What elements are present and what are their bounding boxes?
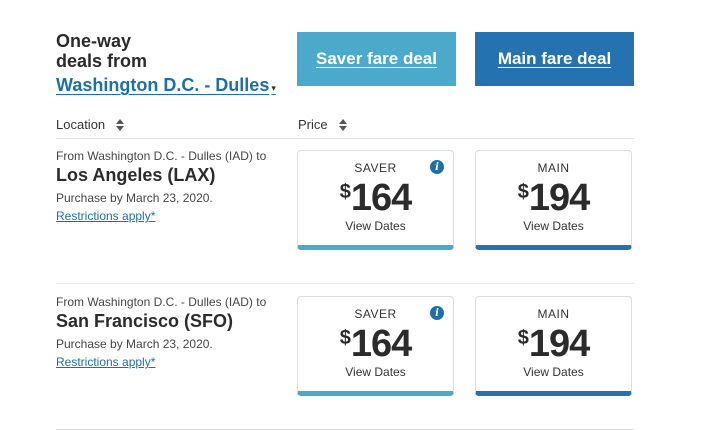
view-dates-link[interactable]: View Dates bbox=[523, 365, 584, 379]
saver-fare-deal-button[interactable]: Saver fare deal bbox=[297, 32, 456, 86]
location-header-label: Location bbox=[56, 117, 106, 132]
currency-symbol: $ bbox=[339, 181, 351, 203]
title-line-2: deals from bbox=[56, 51, 148, 71]
route-from-text: From Washington D.C. - Dulles (IAD) to bbox=[56, 295, 267, 309]
sort-icon bbox=[338, 118, 348, 131]
price-amount: 194 bbox=[528, 323, 590, 365]
sort-icon bbox=[115, 118, 125, 131]
main-fare-deal-button[interactable]: Main fare deal bbox=[475, 32, 634, 86]
title-line-1: One-way bbox=[56, 31, 132, 51]
main-fare-card[interactable]: MAIN $194 View Dates bbox=[475, 296, 632, 396]
origin-dropdown[interactable]: Washington D.C. - Dulles ▾ bbox=[56, 71, 276, 99]
main-fare-card[interactable]: MAIN $194 View Dates bbox=[475, 150, 632, 250]
table-row: From Washington D.C. - Dulles (IAD) to L… bbox=[0, 138, 715, 284]
purchase-by-text: Purchase by March 23, 2020. bbox=[56, 337, 213, 351]
origin-link[interactable]: Washington D.C. - Dulles bbox=[56, 75, 270, 95]
price-amount: 164 bbox=[350, 323, 412, 365]
info-icon[interactable]: i bbox=[430, 160, 444, 174]
view-dates-link[interactable]: View Dates bbox=[345, 219, 406, 233]
fare-price: $194 bbox=[476, 177, 631, 220]
destination-name: Los Angeles (LAX) bbox=[56, 165, 216, 185]
header-divider bbox=[56, 138, 634, 139]
fare-type-label: SAVER bbox=[354, 161, 397, 175]
price-column-header[interactable]: Price bbox=[298, 117, 348, 132]
currency-symbol: $ bbox=[339, 327, 351, 349]
currency-symbol: $ bbox=[517, 327, 529, 349]
fare-type-label: MAIN bbox=[537, 161, 570, 175]
fare-type-label: MAIN bbox=[537, 307, 570, 321]
saver-fare-card[interactable]: SAVER i $164 View Dates bbox=[297, 296, 454, 396]
saver-fare-card[interactable]: SAVER i $164 View Dates bbox=[297, 150, 454, 250]
price-header-label: Price bbox=[298, 117, 328, 132]
chevron-down-icon: ▾ bbox=[271, 83, 276, 93]
destination-name: San Francisco (SFO) bbox=[56, 311, 234, 331]
location-column-header[interactable]: Location bbox=[56, 117, 125, 132]
price-amount: 194 bbox=[528, 177, 590, 219]
page-title: One-way deals from Washington D.C. - Dul… bbox=[56, 31, 276, 99]
row-divider bbox=[56, 283, 634, 284]
table-row: From Washington D.C. - Dulles (IAD) to S… bbox=[0, 284, 715, 430]
fare-price: $164 bbox=[298, 177, 453, 220]
view-dates-link[interactable]: View Dates bbox=[345, 365, 406, 379]
view-dates-link[interactable]: View Dates bbox=[523, 219, 584, 233]
info-icon[interactable]: i bbox=[430, 306, 444, 320]
purchase-by-text: Purchase by March 23, 2020. bbox=[56, 191, 213, 205]
price-amount: 164 bbox=[350, 177, 412, 219]
route-from-text: From Washington D.C. - Dulles (IAD) to bbox=[56, 149, 267, 163]
fare-price: $164 bbox=[298, 323, 453, 366]
restrictions-link[interactable]: Restrictions apply* bbox=[56, 209, 156, 223]
fare-price: $194 bbox=[476, 323, 631, 366]
currency-symbol: $ bbox=[517, 181, 529, 203]
restrictions-link[interactable]: Restrictions apply* bbox=[56, 355, 156, 369]
fare-type-label: SAVER bbox=[354, 307, 397, 321]
